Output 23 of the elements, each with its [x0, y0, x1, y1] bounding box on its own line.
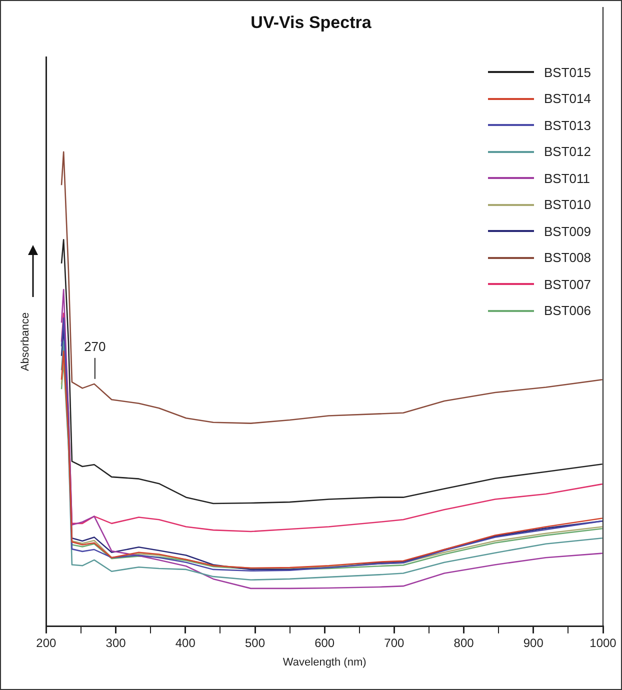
legend-label: BST006: [544, 303, 591, 318]
x-axis-title: Wavelength (nm): [282, 656, 366, 668]
chart-title: UV-Vis Spectra: [250, 13, 372, 33]
y-axis-title: Absorbance: [20, 312, 32, 372]
x-tick-label: 700: [384, 636, 405, 650]
x-tick-label: 900: [523, 636, 544, 650]
legend-label: BST010: [544, 197, 591, 212]
legend-label: BST009: [544, 224, 591, 239]
x-tick-label: 1000: [590, 636, 617, 650]
x-tick-label: 200: [36, 636, 57, 650]
legend-label: BST007: [544, 276, 591, 292]
x-tick-label: 800: [454, 636, 474, 650]
x-tick-label: 300: [106, 636, 126, 650]
annotation: 270: [84, 339, 106, 354]
legend-label: BST013: [544, 118, 591, 133]
legend-label: BST008: [544, 250, 591, 266]
legend-label: BST015: [544, 64, 591, 80]
x-tick-label: 500: [244, 636, 266, 650]
legend-label: BST012: [544, 144, 591, 160]
legend-label: BST011: [544, 170, 590, 186]
x-tick-label: 600: [314, 636, 335, 650]
x-tick-label: 400: [175, 636, 196, 650]
legend-label: BST014: [544, 91, 591, 106]
